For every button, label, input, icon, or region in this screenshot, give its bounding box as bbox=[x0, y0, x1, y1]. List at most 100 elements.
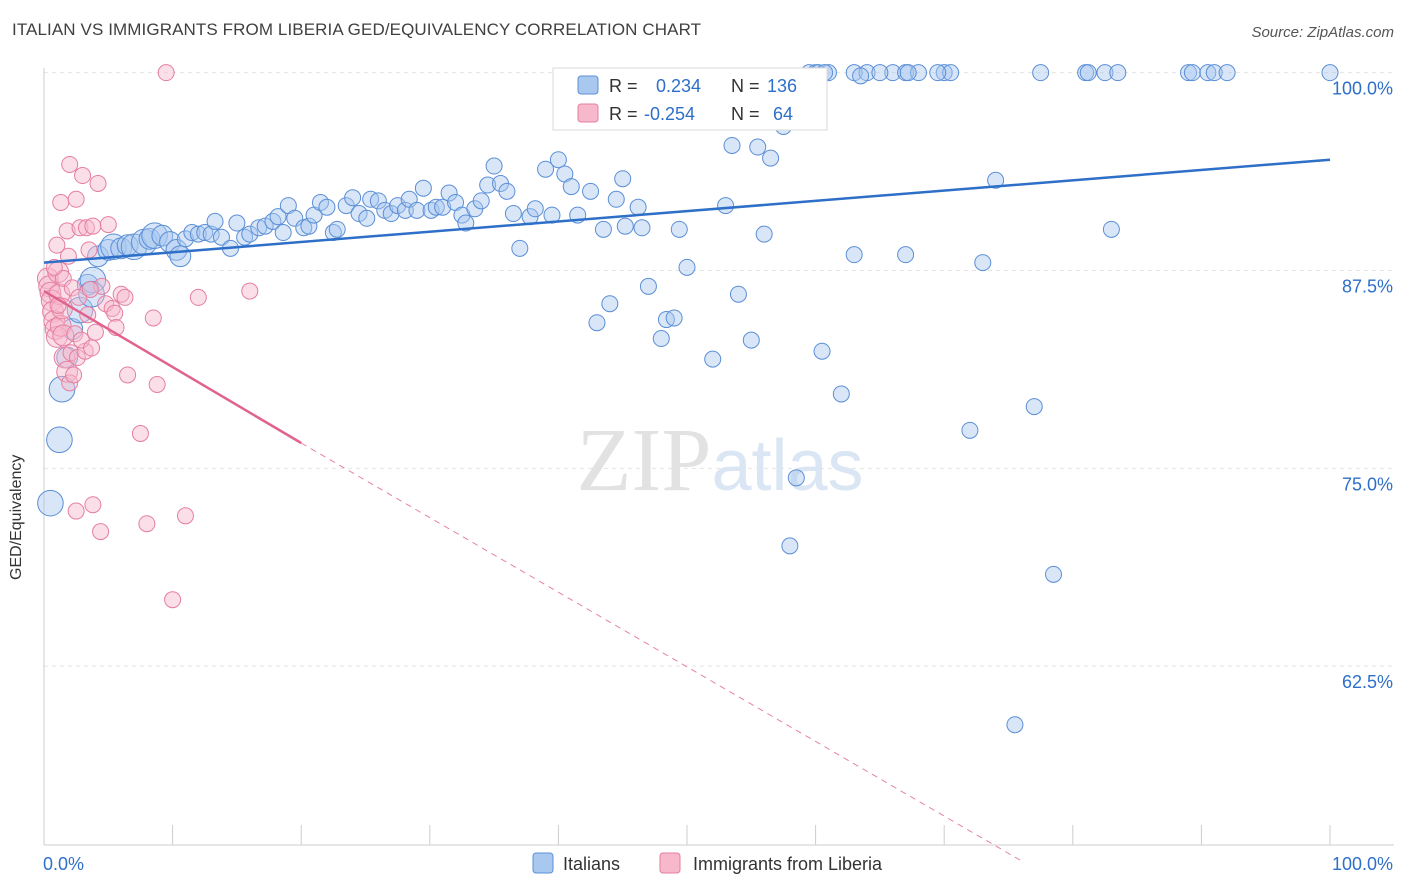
italians-point-20 bbox=[169, 245, 192, 268]
legend-r-value-liberia: -0.254 bbox=[644, 104, 695, 124]
axes bbox=[43, 68, 1394, 846]
italians-point-141 bbox=[1102, 220, 1120, 238]
liberia-point-46 bbox=[189, 288, 207, 306]
liberia-point-24 bbox=[67, 190, 85, 208]
italians-point-105 bbox=[749, 138, 767, 156]
italians-point-93 bbox=[652, 330, 670, 348]
liberia-point-40 bbox=[138, 515, 156, 533]
italians-point-77 bbox=[537, 160, 555, 178]
liberia-point-50 bbox=[86, 323, 104, 341]
italians-point-106 bbox=[755, 225, 773, 243]
bottom-legend-swatch-italians bbox=[532, 852, 554, 874]
italians-point-31 bbox=[236, 228, 254, 246]
italians-point-107 bbox=[762, 149, 780, 167]
liberia-point-48 bbox=[63, 279, 81, 297]
liberia-point-62 bbox=[83, 339, 101, 357]
italians-point-114 bbox=[813, 342, 831, 360]
bottom-legend-swatch-liberia bbox=[659, 852, 681, 874]
italians-point-122 bbox=[909, 64, 927, 82]
liberia-point-52 bbox=[70, 288, 88, 306]
italians-point-36 bbox=[269, 208, 287, 226]
liberia-point-28 bbox=[80, 241, 98, 259]
watermark: ZIPatlas bbox=[576, 411, 863, 510]
italians-point-41 bbox=[300, 217, 318, 235]
italians-point-140 bbox=[1096, 64, 1114, 82]
italians-point-50 bbox=[358, 209, 376, 227]
liberia-point-57 bbox=[92, 523, 110, 541]
italians-point-132 bbox=[974, 254, 992, 272]
legend-swatch-italians bbox=[577, 75, 599, 95]
liberia-point-20 bbox=[48, 236, 66, 254]
italians-point-143 bbox=[1180, 64, 1198, 82]
source-note: Source: ZipAtlas.com bbox=[1251, 24, 1394, 41]
italians-point-39 bbox=[286, 209, 304, 227]
trend-line-liberia-extension bbox=[300, 442, 1022, 862]
italians-point-22 bbox=[176, 230, 194, 248]
italians-point-26 bbox=[202, 225, 220, 243]
italians-point-91 bbox=[639, 277, 657, 295]
liberia-point-23 bbox=[61, 155, 79, 173]
italians-point-130 bbox=[929, 64, 947, 82]
italians-point-104 bbox=[742, 331, 760, 349]
italians-point-37 bbox=[274, 224, 292, 242]
italians-point-48 bbox=[344, 189, 362, 207]
italians-point-23 bbox=[183, 224, 201, 242]
italians-point-28 bbox=[212, 228, 230, 246]
trend-lines bbox=[43, 158, 1331, 862]
italians-point-92 bbox=[633, 219, 651, 237]
italians-point-7 bbox=[79, 266, 107, 294]
liberia-point-45 bbox=[176, 507, 194, 525]
italians-point-0 bbox=[37, 489, 64, 517]
liberia-point-15 bbox=[61, 374, 79, 392]
italians-point-135 bbox=[1025, 398, 1043, 416]
italians-point-133 bbox=[987, 171, 1005, 189]
italians-point-139 bbox=[1079, 64, 1097, 82]
liberia-point-25 bbox=[71, 219, 89, 237]
italians-point-24 bbox=[189, 225, 207, 243]
liberia-point-17 bbox=[65, 366, 83, 384]
italians-point-90 bbox=[629, 198, 647, 216]
liberia-point-44 bbox=[164, 591, 182, 609]
italians-point-74 bbox=[511, 239, 529, 257]
italians-point-142 bbox=[1109, 64, 1127, 82]
liberia-point-56 bbox=[84, 496, 102, 514]
legend-n-label-italians: N = bbox=[731, 76, 760, 96]
liberia-point-35 bbox=[106, 304, 124, 322]
italians-point-100 bbox=[704, 350, 722, 368]
italians-point-87 bbox=[588, 314, 606, 332]
italians-point-85 bbox=[607, 190, 625, 208]
liberia-point-21 bbox=[52, 193, 70, 211]
liberia-point-63 bbox=[241, 282, 259, 300]
gridlines bbox=[44, 72, 1394, 667]
italians-point-61 bbox=[427, 198, 445, 216]
liberia-point-34 bbox=[103, 299, 121, 317]
italians-point-10 bbox=[100, 233, 127, 261]
liberia-point-27 bbox=[77, 219, 95, 237]
italians-point-69 bbox=[479, 176, 497, 194]
italians-point-111 bbox=[787, 469, 805, 487]
italians-point-125 bbox=[852, 67, 870, 85]
legend-r-value-italians: 0.234 bbox=[656, 76, 701, 96]
italians-point-145 bbox=[1199, 64, 1217, 82]
liberia-point-47 bbox=[54, 269, 72, 287]
italians-point-102 bbox=[723, 136, 741, 154]
trend-line-liberia bbox=[43, 289, 302, 445]
legend-n-label-liberia: N = bbox=[731, 104, 760, 124]
liberia-point-41 bbox=[144, 309, 162, 327]
italians-point-84 bbox=[594, 220, 612, 238]
italians-point-95 bbox=[665, 309, 683, 327]
series-liberia bbox=[36, 64, 259, 609]
italians-point-44 bbox=[318, 198, 336, 216]
italians-point-127 bbox=[845, 246, 863, 264]
italians-point-25 bbox=[196, 224, 214, 242]
liberia-point-55 bbox=[67, 502, 85, 520]
italians-point-128 bbox=[897, 246, 915, 264]
italians-point-46 bbox=[328, 220, 346, 238]
liberia-point-33 bbox=[99, 216, 117, 234]
y-tick-label-0: 62.5% bbox=[1342, 672, 1393, 692]
italians-point-89 bbox=[616, 217, 634, 235]
y-tick-labels: 62.5% 75.0% 87.5% 100.0% bbox=[1332, 79, 1393, 692]
italians-point-96 bbox=[670, 220, 688, 238]
legend-swatch-liberia bbox=[577, 103, 599, 123]
italians-point-120 bbox=[884, 64, 902, 82]
